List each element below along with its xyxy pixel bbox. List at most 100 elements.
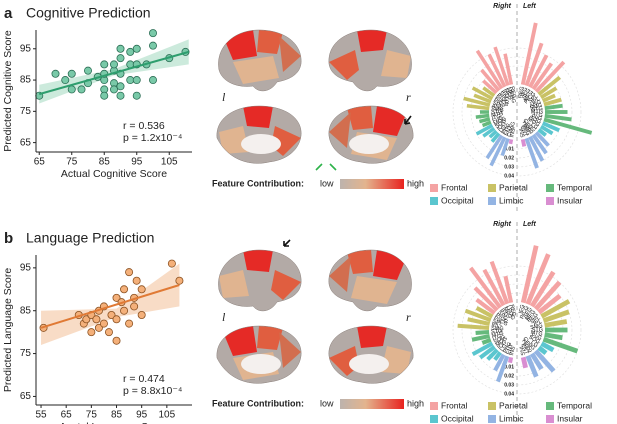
region-label: INS [517, 346, 525, 357]
radial-bar [528, 54, 549, 89]
region-label: IFG [500, 89, 510, 100]
radial-bar [503, 275, 514, 304]
region-label: SMG [530, 323, 543, 331]
radial-bar [469, 266, 502, 309]
radial-bar [537, 293, 562, 315]
brain-patches [329, 30, 411, 80]
radial-bar [482, 86, 496, 98]
radial-bar [508, 139, 514, 145]
data-point [148, 41, 157, 50]
x-tick-label: 85 [111, 410, 123, 421]
radial-bar [496, 355, 510, 383]
brain-medial-wall [241, 354, 281, 374]
region-label: SFG [522, 88, 533, 101]
y-tick-label: 75 [20, 106, 32, 117]
radial-bar [520, 138, 527, 147]
data-point [120, 285, 129, 294]
colorbar-low: low [320, 178, 334, 188]
data-point [87, 328, 96, 337]
colorbar [340, 179, 404, 189]
radial-bar [481, 337, 492, 345]
y-tick-label: 95 [20, 262, 32, 273]
radial-bar [545, 327, 568, 333]
region-label: INS [517, 128, 525, 139]
x-axis-label: Acutal Language Score [59, 421, 168, 424]
brain-surface [328, 325, 414, 384]
region-label: ENT [503, 124, 513, 137]
radial-tick-label: 0.03 [504, 164, 514, 170]
radial-bar [524, 42, 544, 87]
y-tick-label: 95 [20, 43, 32, 54]
brain-region [279, 36, 301, 72]
radial-grid [461, 56, 573, 168]
brain-region [243, 250, 273, 272]
legend-label: Occipital [441, 413, 474, 423]
brain-surface [328, 105, 414, 164]
radial-tick-label: 0.04 [504, 173, 514, 179]
radial-bar [500, 137, 510, 157]
radial-bar [487, 53, 507, 88]
hemisphere-header: Right [493, 3, 512, 10]
region-label: SFG [523, 307, 534, 320]
region-label: SPL [528, 94, 540, 105]
region-label: STG [491, 329, 503, 336]
arrow [315, 163, 337, 171]
region-label: MTG [530, 330, 543, 338]
data-point [148, 76, 157, 85]
radial-bar [488, 129, 498, 139]
region-label: SOG [528, 115, 542, 125]
radial-bar [493, 353, 506, 372]
colorbar-title: Feature Contribution: [212, 398, 304, 408]
brain-region [347, 106, 373, 130]
region-label: ITG [491, 114, 501, 122]
data-point [67, 85, 76, 94]
legend-swatch [546, 184, 554, 192]
data-point [100, 91, 109, 100]
data-point [175, 276, 184, 285]
brain-outline [218, 249, 302, 312]
x-tick-label: 105 [161, 157, 178, 168]
hemisphere-label: l [222, 310, 226, 324]
region-label: MTG [491, 330, 504, 338]
region-label: MTG [531, 109, 543, 115]
data-point [110, 60, 119, 69]
radial-bar [520, 356, 528, 369]
radial-bar [543, 117, 593, 135]
radial-bar [508, 356, 514, 364]
legend-label: Frontal [441, 400, 468, 410]
radial-bar [520, 245, 539, 304]
x-tick-label: 75 [66, 157, 78, 168]
radial-bar [540, 341, 555, 353]
radial-tick-label: 0.04 [504, 391, 514, 397]
region-label: MOG [526, 116, 540, 128]
legend-swatch [488, 197, 496, 205]
hemisphere-header: Left [523, 221, 537, 228]
radial-bar [493, 351, 502, 361]
radial-tick-label: 0.01 [504, 146, 514, 152]
region-label: MTG [491, 111, 504, 118]
region-label: REG [517, 86, 525, 99]
brain-region [271, 270, 301, 300]
x-tick-label: 65 [61, 410, 73, 421]
radial-bar [489, 260, 510, 305]
chart-title: Language Prediction [26, 230, 154, 246]
brain-region [219, 270, 249, 298]
radial-bar [471, 333, 491, 342]
data-point [100, 60, 109, 69]
colorbar-low: low [320, 398, 334, 408]
region-label: LFOG [505, 305, 516, 321]
data-point [125, 268, 134, 277]
region-label: IFG [518, 304, 526, 314]
region-label: STG [532, 327, 543, 333]
region-label: SOG [527, 334, 541, 345]
radial-bar [540, 299, 571, 319]
radial-bar [489, 136, 507, 167]
region-label: SPL [491, 319, 503, 328]
legend-label: Frontal [441, 182, 468, 192]
stat-annotation: r = 0.536 [123, 120, 165, 132]
radial-bar [544, 113, 572, 122]
radial-bar [490, 132, 501, 143]
region-label: ANG [491, 103, 504, 112]
radial-bar [475, 49, 504, 90]
brain-medial-wall [349, 354, 389, 374]
